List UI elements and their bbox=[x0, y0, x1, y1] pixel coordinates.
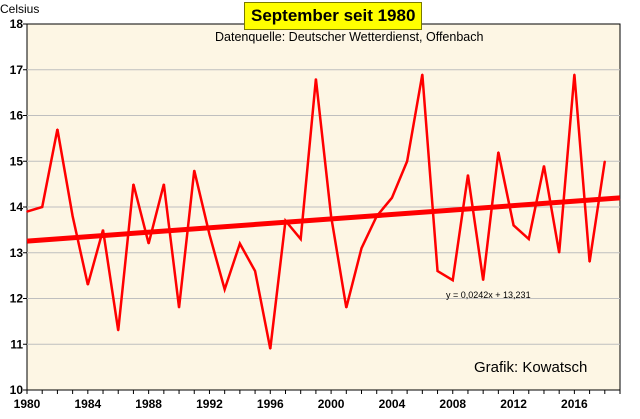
x-tick-label: 1984 bbox=[74, 397, 101, 411]
data-point bbox=[208, 233, 211, 236]
data-point bbox=[497, 151, 500, 153]
data-point bbox=[573, 73, 576, 76]
gridlines bbox=[27, 69, 620, 345]
data-point bbox=[299, 238, 302, 240]
data-point bbox=[117, 329, 120, 332]
x-tick-label: 1996 bbox=[257, 397, 284, 411]
x-tick-label: 2000 bbox=[318, 397, 345, 411]
data-point bbox=[163, 183, 165, 185]
x-tick-label: 2012 bbox=[500, 397, 527, 411]
data-point bbox=[269, 348, 272, 350]
series-layer bbox=[26, 73, 607, 350]
y-tick-label: 16 bbox=[10, 109, 24, 123]
x-tick-label: 1992 bbox=[196, 397, 223, 411]
data-point bbox=[239, 242, 241, 245]
data-point bbox=[512, 224, 515, 227]
x-tick-label: 2004 bbox=[379, 397, 406, 411]
data-point bbox=[603, 160, 606, 163]
data-point bbox=[132, 183, 135, 185]
data-point bbox=[178, 306, 180, 309]
y-tick-label: 10 bbox=[10, 383, 24, 397]
y-tick-label: 18 bbox=[10, 17, 24, 31]
data-point bbox=[254, 270, 256, 272]
data-point bbox=[193, 169, 196, 172]
x-axis-ticks: 1980 1984 1988 1992 1996 2000 2004 2008 2012 2016 bbox=[14, 390, 621, 411]
trend-line bbox=[26, 195, 621, 244]
data-point bbox=[482, 279, 484, 282]
data-point bbox=[451, 279, 454, 282]
trend-layer bbox=[26, 195, 621, 244]
x-tick-label: 2016 bbox=[561, 397, 588, 411]
data-point bbox=[56, 128, 59, 131]
data-point bbox=[345, 306, 348, 309]
data-point bbox=[436, 270, 439, 272]
y-axis-ticks: 10 11 12 13 14 15 16 17 18 bbox=[10, 17, 27, 397]
data-point bbox=[315, 78, 317, 80]
data-point bbox=[421, 73, 424, 76]
data-point bbox=[26, 210, 28, 213]
y-tick-label: 15 bbox=[10, 154, 24, 168]
chart-credit: Grafik: Kowatsch bbox=[474, 359, 587, 376]
data-point bbox=[558, 251, 560, 254]
data-point bbox=[71, 215, 74, 217]
data-point bbox=[87, 283, 89, 286]
chart-title: September seit 1980 bbox=[244, 2, 423, 30]
data-point bbox=[102, 229, 104, 231]
data-point bbox=[147, 242, 150, 245]
x-tick-label: 1980 bbox=[14, 397, 41, 411]
y-tick-label: 13 bbox=[10, 246, 24, 260]
data-point bbox=[527, 238, 530, 240]
y-tick-label: 17 bbox=[10, 63, 24, 77]
data-point bbox=[284, 219, 287, 222]
data-point bbox=[41, 206, 44, 208]
data-point bbox=[543, 165, 545, 167]
y-tick-label: 11 bbox=[10, 337, 23, 351]
y-tick-label: 14 bbox=[10, 200, 24, 214]
data-point bbox=[588, 261, 591, 263]
data-point bbox=[406, 160, 408, 163]
data-point bbox=[330, 215, 332, 217]
data-point bbox=[467, 174, 469, 176]
x-tick-label: 1988 bbox=[135, 397, 162, 411]
data-point bbox=[360, 247, 363, 249]
trend-equation-label: y = 0,0242x + 13,231 bbox=[446, 290, 531, 300]
data-point bbox=[391, 197, 393, 199]
y-axis-label: Celsius bbox=[0, 2, 40, 16]
y-tick-label: 12 bbox=[10, 292, 24, 306]
data-point bbox=[223, 288, 226, 291]
chart-subtitle: Datenquelle: Deutscher Wetterdienst, Off… bbox=[215, 30, 483, 44]
x-tick-label: 2008 bbox=[439, 397, 466, 411]
data-point bbox=[375, 215, 378, 217]
